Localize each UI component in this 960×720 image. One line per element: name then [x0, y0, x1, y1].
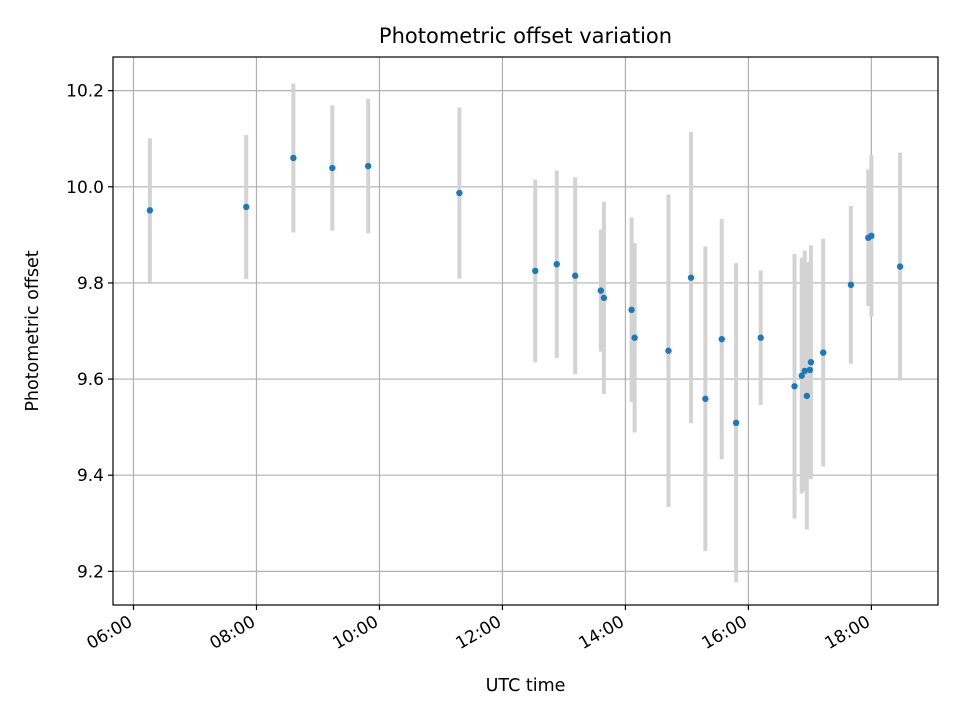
data-point [718, 335, 725, 343]
data-point [553, 260, 560, 268]
data-point [820, 349, 827, 356]
data-point [628, 306, 635, 314]
y-axis-label: Photometric offset [23, 250, 43, 411]
data-point [456, 189, 463, 197]
data-points [146, 154, 904, 427]
data-point [806, 366, 814, 374]
data-point [807, 359, 815, 366]
data-point [687, 274, 695, 281]
chart-title: Photometric offset variation [379, 24, 672, 48]
y-tick-label: 9.4 [77, 466, 104, 486]
plot-frame [112, 56, 939, 606]
data-point [896, 263, 904, 270]
y-tick-label: 10.0 [66, 178, 104, 198]
data-point [791, 383, 798, 390]
y-tick-label: 9.8 [77, 274, 104, 294]
data-point [702, 395, 709, 402]
data-point [290, 154, 297, 162]
y-tick-label: 9.6 [77, 370, 104, 390]
data-point [146, 207, 154, 214]
data-point [798, 372, 805, 379]
data-point [757, 334, 764, 341]
data-point [600, 294, 608, 302]
data-point [665, 347, 672, 354]
y-tick-label: 9.2 [77, 562, 104, 582]
data-point [631, 334, 638, 341]
data-point [243, 203, 250, 211]
data-point [572, 272, 579, 279]
data-point [532, 267, 539, 275]
data-point [732, 419, 740, 427]
data-point [868, 232, 875, 240]
data-point [597, 287, 605, 294]
data-point [329, 164, 336, 172]
y-tick-label: 10.2 [66, 82, 104, 102]
x-axis-label: UTC time [486, 676, 566, 696]
data-point [801, 367, 808, 375]
data-point [364, 162, 372, 170]
data-point [803, 392, 811, 400]
data-point [847, 281, 855, 289]
